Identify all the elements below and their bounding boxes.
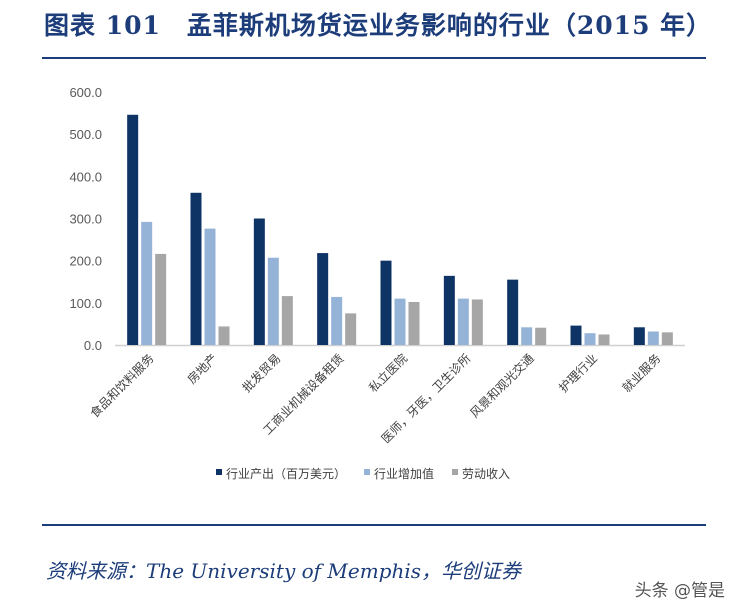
y-tick-label: 500.0 (69, 127, 102, 142)
bar-2 (647, 331, 659, 345)
x-tick-label: 房地产 (184, 351, 220, 387)
legend-swatch (364, 469, 371, 475)
bar-3 (535, 327, 547, 345)
page-title: 图表 101 孟菲斯机场货运业务影响的行业（2015 年） (44, 11, 713, 40)
bar-1 (317, 253, 329, 345)
bar-3 (345, 313, 357, 345)
bar-3 (281, 296, 293, 345)
bar-1 (380, 260, 392, 345)
bar-1 (253, 218, 265, 345)
bar-2 (457, 298, 469, 345)
bar-2 (394, 298, 406, 345)
bar-3 (661, 332, 673, 345)
footer-divider (42, 524, 706, 526)
bar-2 (267, 257, 279, 345)
legend-swatch (216, 469, 222, 475)
x-tick-label: 护理行业 (556, 351, 600, 395)
bar-3 (408, 301, 420, 345)
x-tick-label: 食品和饮料服务 (87, 351, 157, 421)
x-tick-label: 批发贸易 (239, 351, 284, 396)
bar-3 (471, 299, 483, 345)
legend-label: 劳动收入 (462, 467, 510, 481)
bar-1 (127, 114, 139, 346)
bar-1 (507, 279, 519, 345)
y-tick-label: 400.0 (69, 169, 102, 184)
bar-chart: 0.0 100.0 200.0 300.0 400.0 500.0 600.0 食品和饮料服务… (69, 85, 685, 481)
bar-1 (190, 192, 202, 345)
bar-2 (584, 333, 596, 345)
legend-label: 行业产出（百万美元） (226, 467, 346, 481)
bar-3 (598, 334, 610, 345)
bar-2 (141, 221, 153, 345)
x-tick-label: 就业服务 (619, 351, 664, 396)
watermark: 头条 @管是 (634, 581, 725, 601)
y-tick-label: 0.0 (84, 338, 102, 353)
bar-1 (633, 327, 645, 345)
legend-label: 行业增加值 (374, 466, 434, 481)
source-note: 资料来源：The University of Memphis，华创证券 (46, 559, 522, 583)
bar-3 (218, 326, 230, 345)
bar-1 (570, 325, 582, 345)
x-tick-label: 私立医院 (366, 351, 411, 396)
y-tick-label: 200.0 (69, 254, 102, 269)
bar-3 (155, 253, 167, 345)
bar-2 (331, 296, 343, 345)
bar-2 (204, 228, 216, 345)
legend-swatch (452, 469, 459, 475)
y-tick-label: 600.0 (69, 85, 102, 100)
title-divider (42, 57, 706, 59)
x-tick-label: 风景和观光交通 (467, 351, 537, 421)
y-tick-label: 300.0 (69, 212, 102, 227)
bar-2 (521, 327, 533, 345)
y-tick-label: 100.0 (69, 296, 102, 311)
bar-1 (443, 275, 455, 345)
